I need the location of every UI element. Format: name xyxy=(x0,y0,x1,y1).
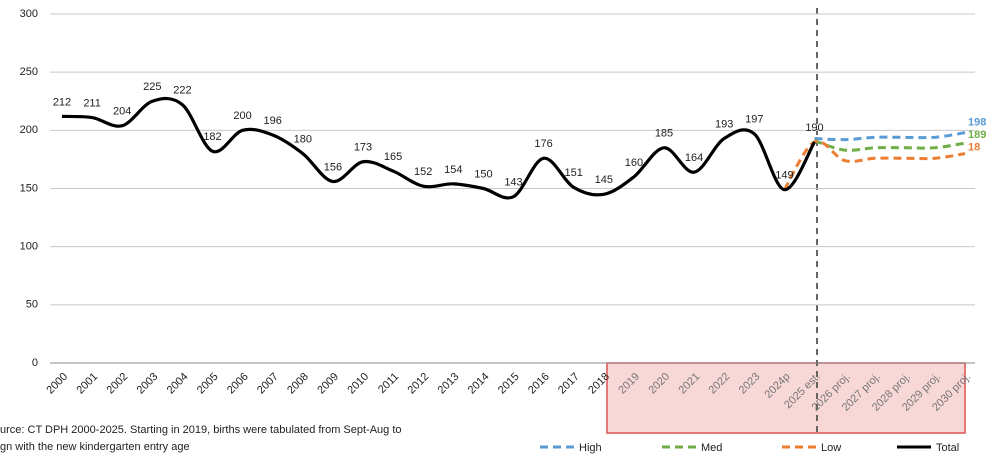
data-label: 211 xyxy=(83,97,101,109)
x-tick-label: 2004 xyxy=(165,371,191,397)
y-tick-label: 250 xyxy=(20,66,38,78)
x-tick-label: 2008 xyxy=(285,371,311,397)
y-tick-label: 50 xyxy=(26,299,38,311)
legend-label: High xyxy=(579,442,602,454)
source: gn with the new kindergarten entry age xyxy=(0,441,190,453)
end-label: 189 xyxy=(968,129,986,141)
line-series xyxy=(61,96,816,200)
line-series xyxy=(814,139,966,152)
data-label: 145 xyxy=(595,174,613,186)
data-label: 150 xyxy=(474,168,492,180)
x-tick-label: 2002 xyxy=(105,371,131,397)
data-label: 212 xyxy=(53,96,71,108)
x-tick-label: 2016 xyxy=(526,371,552,397)
data-label: 197 xyxy=(745,114,763,126)
projection-box xyxy=(606,362,966,434)
data-label: 156 xyxy=(324,161,342,173)
data-label: 149 xyxy=(775,170,793,182)
legend-label: Med xyxy=(701,442,722,454)
data-label: 204 xyxy=(113,106,131,118)
legend-label: Low xyxy=(821,442,841,454)
y-tick-label: 200 xyxy=(20,124,38,136)
x-tick-label: 2001 xyxy=(74,371,100,397)
data-label: 152 xyxy=(414,166,432,178)
x-tick-label: 2007 xyxy=(255,371,281,397)
x-tick-label: 2006 xyxy=(225,371,251,397)
x-tick-label: 2013 xyxy=(436,371,462,397)
x-tick-label: 2012 xyxy=(406,371,432,397)
x-tick-label: 2003 xyxy=(135,371,161,397)
data-label: 185 xyxy=(655,128,673,140)
data-label: 182 xyxy=(203,131,221,143)
data-label: 180 xyxy=(294,134,312,146)
data-label: 160 xyxy=(625,157,643,169)
data-label: 173 xyxy=(354,142,372,154)
legend-label: Total xyxy=(936,442,959,454)
x-tick-label: 2005 xyxy=(195,371,221,397)
data-label: 200 xyxy=(233,110,251,122)
y-tick-label: 300 xyxy=(20,8,38,20)
data-label: 193 xyxy=(715,118,733,130)
y-tick-label: 0 xyxy=(32,357,38,369)
data-label: 196 xyxy=(264,115,282,127)
x-tick-label: 2010 xyxy=(345,371,371,397)
data-label: 164 xyxy=(685,152,703,164)
data-label: 151 xyxy=(565,167,583,179)
data-label: 222 xyxy=(173,85,191,97)
x-tick-label: 2000 xyxy=(44,371,70,397)
data-label: 225 xyxy=(143,81,161,93)
x-tick-label: 2014 xyxy=(466,371,492,397)
end-label: 18 xyxy=(968,142,980,154)
data-label: 190 xyxy=(805,122,823,134)
end-label: 198 xyxy=(968,117,986,129)
line-series xyxy=(814,131,966,142)
y-tick-label: 100 xyxy=(20,241,38,253)
data-label: 176 xyxy=(534,138,552,150)
data-label: 143 xyxy=(504,177,522,189)
data-label: 154 xyxy=(444,164,462,176)
x-tick-label: 2009 xyxy=(315,371,341,397)
x-tick-label: 2017 xyxy=(556,371,582,397)
data-label: 165 xyxy=(384,151,402,163)
x-tick-label: 2015 xyxy=(496,371,522,397)
source: urce: CT DPH 2000-2025. Starting in 2019… xyxy=(0,424,402,436)
x-tick-label: 2011 xyxy=(376,371,401,396)
y-tick-label: 150 xyxy=(20,182,38,194)
